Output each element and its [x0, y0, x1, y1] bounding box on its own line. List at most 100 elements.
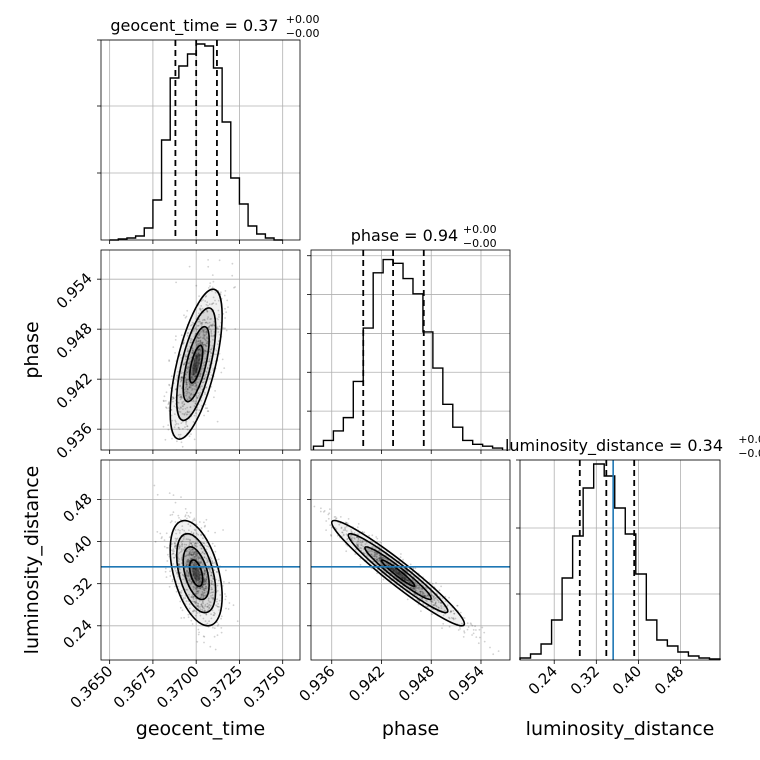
- sample-point: [190, 553, 193, 556]
- sample-point: [208, 606, 211, 609]
- sample-point: [189, 557, 192, 559]
- sample-point: [206, 576, 208, 578]
- sample-point: [190, 531, 193, 533]
- sample-point: [434, 602, 437, 605]
- sample-point: [371, 534, 374, 537]
- y-axis-label: phase: [21, 321, 43, 378]
- sample-point: [216, 625, 219, 627]
- sample-point: [409, 581, 411, 584]
- sample-point: [383, 557, 385, 560]
- sample-point: [204, 344, 207, 346]
- sample-point: [419, 592, 421, 595]
- sample-point: [350, 534, 353, 537]
- sample-point: [211, 286, 214, 289]
- sample-point: [393, 564, 396, 566]
- sample-point: [469, 622, 472, 625]
- sample-point: [438, 601, 440, 603]
- sample-point: [193, 438, 196, 441]
- sample-point: [204, 587, 207, 590]
- sample-point: [199, 336, 202, 339]
- sample-point: [177, 557, 180, 559]
- sample-point: [186, 413, 189, 416]
- sample-point: [162, 453, 164, 455]
- panel-background: [311, 460, 510, 660]
- sample-point: [444, 595, 447, 598]
- sample-point: [190, 392, 193, 395]
- sample-point: [195, 364, 197, 367]
- sample-point: [313, 505, 316, 508]
- sample-point: [187, 411, 190, 414]
- sample-point: [186, 511, 188, 514]
- sample-point: [459, 628, 461, 630]
- sample-point: [186, 428, 189, 431]
- sample-point: [188, 552, 191, 554]
- sample-point: [186, 410, 189, 413]
- sample-point: [197, 558, 200, 561]
- sample-point: [329, 524, 332, 526]
- contour-line: [380, 559, 416, 588]
- sample-point: [188, 435, 191, 438]
- sample-point: [492, 653, 495, 656]
- sample-point: [168, 384, 171, 387]
- sample-point: [188, 607, 191, 610]
- sample-point: [192, 574, 195, 577]
- sample-point: [207, 597, 210, 600]
- sample-point: [171, 553, 174, 556]
- sample-point: [179, 568, 181, 571]
- sample-point: [404, 577, 406, 580]
- sample-point: [180, 397, 183, 400]
- sample-point: [177, 514, 180, 517]
- sample-point: [454, 617, 457, 620]
- sample-point: [190, 596, 193, 598]
- sample-point: [191, 596, 194, 599]
- sample-point: [185, 356, 188, 358]
- sample-point: [210, 595, 212, 597]
- sample-point: [198, 600, 201, 602]
- sample-point: [191, 594, 194, 596]
- sample-point: [191, 623, 194, 625]
- sample-point: [224, 290, 227, 292]
- x-axis-label: geocent_time: [136, 718, 265, 740]
- sample-point: [181, 528, 184, 531]
- sample-point: [174, 420, 177, 423]
- sample-point: [208, 326, 211, 328]
- sample-point: [327, 513, 330, 516]
- sample-point: [430, 600, 433, 603]
- sample-point: [188, 593, 190, 596]
- sample-point: [192, 364, 194, 367]
- sample-point: [429, 600, 432, 602]
- sample-point: [204, 391, 206, 394]
- sample-point: [203, 336, 206, 338]
- sample-point: [193, 528, 196, 531]
- sample-point: [180, 558, 183, 560]
- sample-point: [450, 616, 453, 619]
- sample-point: [194, 545, 196, 547]
- sample-point: [168, 492, 171, 494]
- sample-point: [421, 597, 424, 600]
- sample-point: [432, 604, 435, 607]
- sample-point: [175, 335, 177, 338]
- sample-point: [357, 537, 360, 540]
- sample-point: [212, 614, 215, 616]
- sample-point: [190, 324, 192, 327]
- sample-point: [196, 640, 199, 643]
- sample-point: [342, 534, 345, 537]
- sample-point: [338, 523, 341, 526]
- sample-point: [231, 262, 234, 265]
- sample-point: [370, 553, 373, 556]
- sample-point: [423, 592, 425, 595]
- sample-point: [201, 590, 204, 593]
- sample-point: [194, 365, 197, 368]
- sample-point: [198, 355, 200, 358]
- sample-point: [199, 375, 202, 378]
- sample-point: [199, 573, 202, 576]
- sample-point: [344, 529, 347, 532]
- sample-point: [202, 343, 205, 346]
- sample-point: [199, 348, 201, 351]
- sample-point: [197, 567, 200, 570]
- sample-point: [212, 562, 214, 565]
- sample-point: [160, 537, 163, 540]
- sample-point: [177, 394, 180, 397]
- sample-point: [194, 602, 197, 605]
- sample-point: [181, 402, 184, 405]
